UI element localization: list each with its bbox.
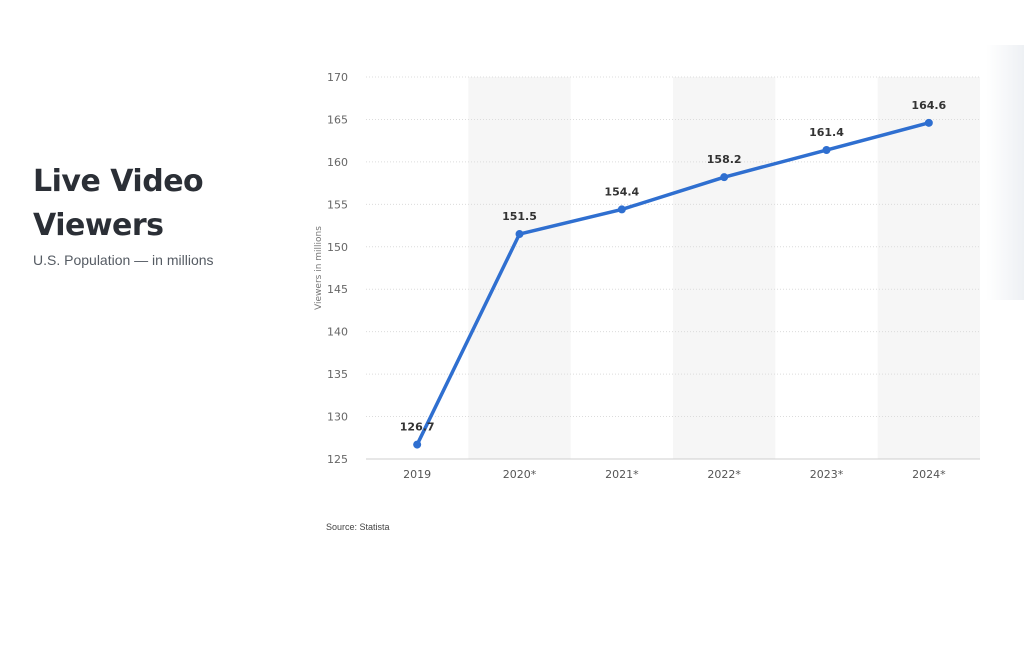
column-band xyxy=(877,77,980,459)
data-point xyxy=(413,440,422,449)
column-band xyxy=(468,77,571,459)
column-band xyxy=(673,77,776,459)
x-tick-label: 2022* xyxy=(707,468,741,481)
y-tick-label: 170 xyxy=(327,71,348,84)
data-label: 158.2 xyxy=(707,153,742,166)
data-point xyxy=(515,230,524,239)
data-point xyxy=(617,205,626,214)
x-tick-label: 2020* xyxy=(503,468,537,481)
data-label: 126.7 xyxy=(400,421,435,434)
data-label: 151.5 xyxy=(502,210,537,223)
y-tick-label: 145 xyxy=(327,283,348,296)
title-block: Live Video Viewers U.S. Population — in … xyxy=(33,160,293,268)
y-tick-label: 130 xyxy=(327,411,348,424)
data-point xyxy=(720,173,729,182)
data-label: 161.4 xyxy=(809,126,844,139)
series-line xyxy=(415,121,931,447)
y-tick-label: 165 xyxy=(327,113,348,126)
x-tick-label: 2019 xyxy=(403,468,431,481)
x-tick-label: 2024* xyxy=(912,468,946,481)
chart-title-line-1: Live Video xyxy=(33,164,204,199)
chart-subtitle: U.S. Population — in millions xyxy=(33,252,214,268)
x-tick-label: 2023* xyxy=(810,468,844,481)
y-tick-label: 155 xyxy=(327,198,348,211)
y-tick-label: 135 xyxy=(327,368,348,381)
decorative-fade xyxy=(986,45,1024,300)
data-label: 154.4 xyxy=(604,185,639,198)
x-tick-label: 2021* xyxy=(605,468,639,481)
y-tick-label: 160 xyxy=(327,156,348,169)
chart-title-line-2: Viewers xyxy=(33,208,164,243)
y-tick-label: 125 xyxy=(327,453,348,466)
data-point xyxy=(822,146,831,155)
data-label: 164.6 xyxy=(911,99,946,112)
y-tick-label: 140 xyxy=(327,326,348,339)
source-note: Source: Statista xyxy=(326,522,390,532)
data-point xyxy=(924,118,933,127)
y-axis-label: Viewers in millions xyxy=(314,226,324,310)
y-tick-label: 150 xyxy=(327,241,348,254)
